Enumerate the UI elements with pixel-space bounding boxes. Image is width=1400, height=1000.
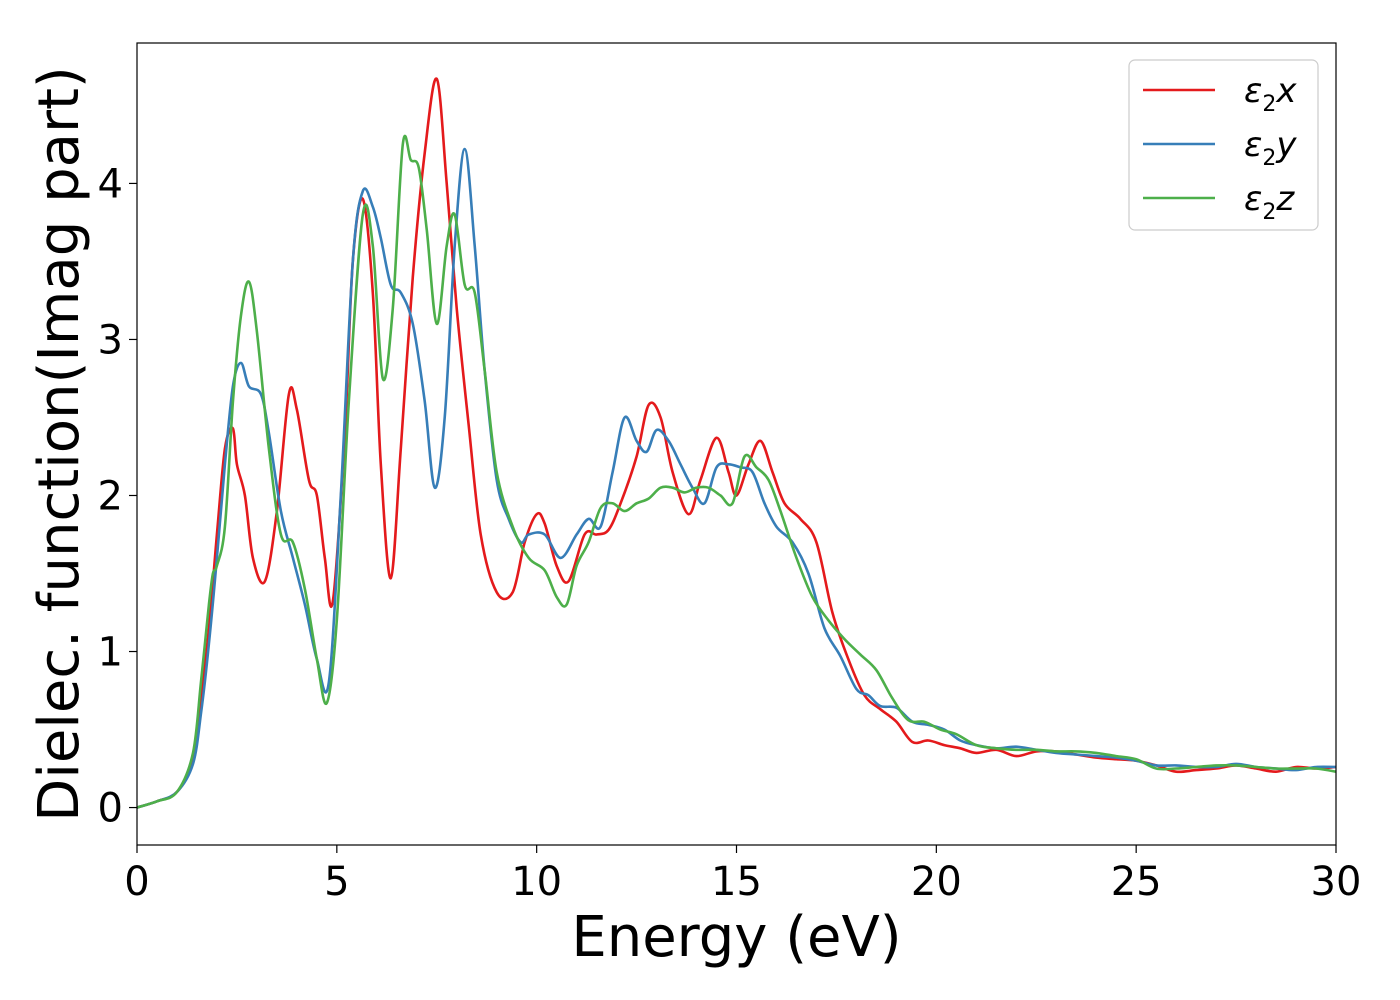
legend-box (1128, 59, 1319, 231)
series-layer (137, 77, 1336, 809)
x-tick-label: 15 (711, 859, 762, 905)
x-axis-label: Energy (eV) (571, 905, 901, 970)
y-tick-label: 0 (98, 786, 123, 832)
y-tick-label: 1 (98, 630, 123, 676)
y-tick-label: 3 (98, 317, 123, 363)
legend-label-y: ε2y (1244, 125, 1297, 171)
y-tick-label: 4 (98, 161, 123, 207)
legend: ε2x ε2y ε2z (1128, 59, 1319, 231)
tick-layer: 0 5 10 15 20 25 30 0 1 2 3 4 (98, 161, 1362, 905)
x-tick-label: 25 (1111, 859, 1162, 905)
y-axis-label: Dielec. function(Imag part) (27, 66, 92, 822)
legend-label-z: ε2z (1244, 179, 1295, 225)
x-tick-label: 5 (324, 859, 349, 905)
series-line-z (137, 134, 1336, 809)
x-tick-label: 0 (124, 859, 149, 905)
x-tick-label: 10 (511, 859, 562, 905)
legend-label-x: ε2x (1244, 71, 1297, 117)
x-tick-label: 20 (911, 859, 962, 905)
y-tick-label: 2 (98, 473, 123, 519)
legend-items: ε2x ε2y ε2z (1143, 71, 1297, 225)
series-line-x (137, 77, 1336, 809)
x-tick-label: 30 (1311, 859, 1362, 905)
